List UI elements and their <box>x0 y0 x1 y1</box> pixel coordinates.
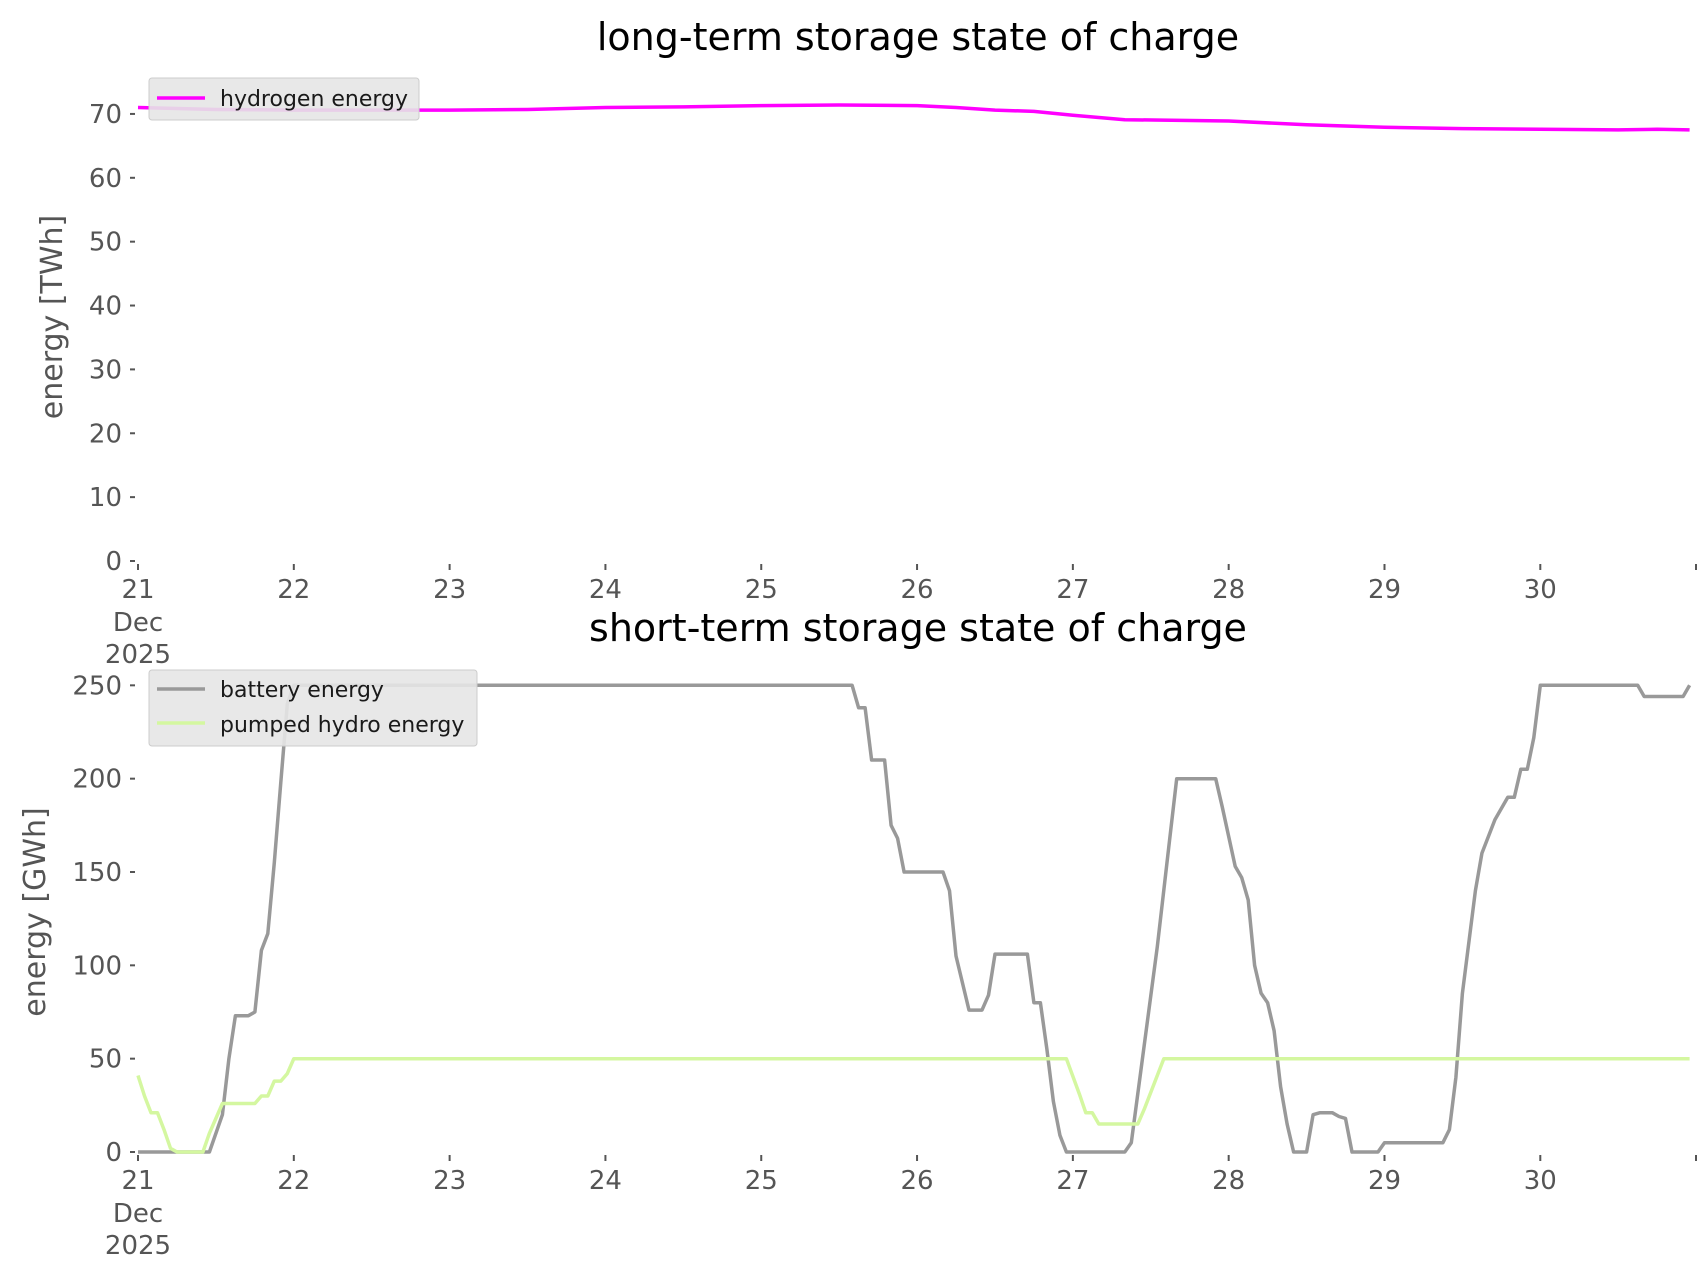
long-term-y-axis-label: energy [TWh] <box>35 215 70 419</box>
long-term-series-group <box>137 103 1690 132</box>
short-term-y-tick-label: 200 <box>72 765 122 795</box>
long-term-x-tick-sublabel: 2025 <box>105 640 171 670</box>
long-term-y-tick-label: 70 <box>89 100 122 130</box>
legend-label-hydrogen-energy: hydrogen energy <box>220 87 408 112</box>
long-term-legend-box <box>148 77 420 121</box>
short-term-x-tick-label: 23 <box>433 1166 466 1196</box>
short-term-x-tick-sublabel: 2025 <box>105 1231 171 1261</box>
short-term-x-tick-label: 28 <box>1212 1166 1245 1196</box>
long-term-x-tick-label: 22 <box>277 575 310 605</box>
legend-label-battery-energy: battery energy <box>220 678 384 703</box>
short-term-y-axis: 0 50 100 150 200 250 <box>72 671 135 1168</box>
long-term-y-axis: 0 10 20 30 40 50 60 70 <box>89 100 135 577</box>
short-term-x-tick-label: 25 <box>745 1166 778 1196</box>
short-term-legend: battery energy pumped hydro energy <box>148 669 478 747</box>
long-term-x-tick-label: 21 <box>121 575 154 605</box>
short-term-storage-panel: short-term storage state of charge energ… <box>18 606 1697 1261</box>
long-term-x-tick-label: 24 <box>589 575 622 605</box>
short-term-y-tick-label: 250 <box>72 671 122 701</box>
long-term-chart-title: long-term storage state of charge <box>597 15 1239 59</box>
series-line-hydrogen-energy <box>137 103 1690 132</box>
long-term-y-tick-label: 50 <box>89 228 122 258</box>
short-term-x-tick-sublabel: Dec <box>113 1199 163 1229</box>
long-term-x-tick-label: 28 <box>1212 575 1245 605</box>
long-term-y-tick-label: 30 <box>89 355 122 385</box>
long-term-y-tick-label: 60 <box>89 164 122 194</box>
long-term-storage-panel: long-term storage state of charge energy… <box>35 15 1697 670</box>
short-term-legend-box <box>148 669 478 747</box>
short-term-x-tick-label: 29 <box>1368 1166 1401 1196</box>
long-term-x-tick-label: 23 <box>433 575 466 605</box>
short-term-x-tick-label: 26 <box>901 1166 934 1196</box>
long-term-x-tick-sublabel: Dec <box>113 608 163 638</box>
short-term-series-group <box>136 683 1692 1154</box>
legend-label-pumped-hydro-energy: pumped hydro energy <box>220 713 464 738</box>
short-term-x-tick-label: 21 <box>121 1166 154 1196</box>
long-term-x-tick-label: 29 <box>1368 575 1401 605</box>
short-term-y-tick-label: 50 <box>89 1045 122 1075</box>
long-term-legend: hydrogen energy <box>148 77 420 121</box>
long-term-x-tick-label: 27 <box>1056 575 1089 605</box>
long-term-x-tick-label: 26 <box>901 575 934 605</box>
long-term-x-tick-label: 30 <box>1524 575 1557 605</box>
short-term-y-tick-label: 0 <box>105 1138 122 1168</box>
short-term-x-tick-label: 24 <box>589 1166 622 1196</box>
short-term-y-tick-label: 100 <box>72 951 122 981</box>
short-term-y-tick-label: 150 <box>72 858 122 888</box>
long-term-y-tick-label: 40 <box>89 292 122 322</box>
long-term-x-tick-label: 25 <box>745 575 778 605</box>
short-term-x-tick-label: 22 <box>277 1166 310 1196</box>
long-term-y-tick-label: 20 <box>89 419 122 449</box>
short-term-chart-title: short-term storage state of charge <box>589 606 1247 650</box>
long-term-y-tick-label: 0 <box>105 547 122 577</box>
short-term-x-tick-label: 27 <box>1056 1166 1089 1196</box>
short-term-y-axis-label: energy [GWh] <box>18 807 53 1016</box>
series-line-battery-energy <box>138 683 1692 1154</box>
short-term-x-tick-label: 30 <box>1524 1166 1557 1196</box>
series-line-pumped-hydro-energy <box>136 1056 1690 1154</box>
long-term-y-tick-label: 10 <box>89 483 122 513</box>
